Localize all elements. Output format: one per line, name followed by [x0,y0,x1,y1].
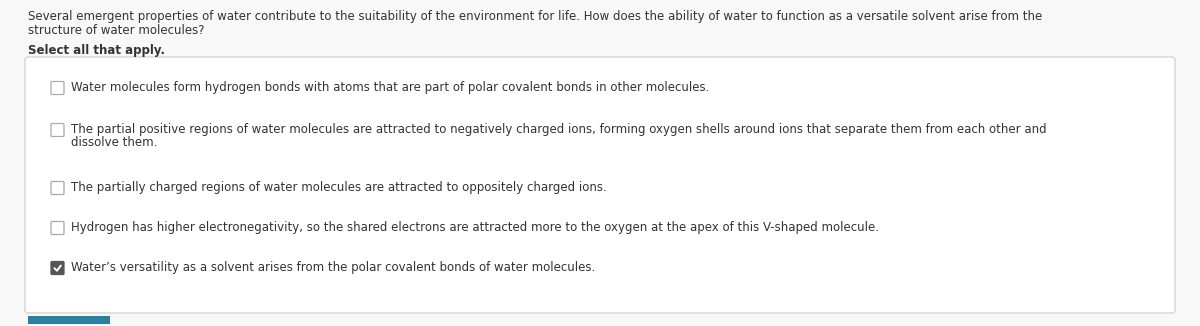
FancyBboxPatch shape [50,124,64,137]
Bar [28,316,109,324]
FancyBboxPatch shape [50,182,64,195]
Text: Select all that apply.: Select all that apply. [28,44,166,57]
Text: The partially charged regions of water molecules are attracted to oppositely cha: The partially charged regions of water m… [71,182,607,195]
Text: The partial positive regions of water molecules are attracted to negatively char: The partial positive regions of water mo… [71,123,1046,136]
Text: Several emergent properties of water contribute to the suitability of the enviro: Several emergent properties of water con… [28,10,1043,23]
Text: Hydrogen has higher electronegativity, so the shared electrons are attracted mor: Hydrogen has higher electronegativity, s… [71,221,878,234]
FancyBboxPatch shape [50,221,64,234]
Text: dissolve them.: dissolve them. [71,136,157,149]
Text: Water’s versatility as a solvent arises from the polar covalent bonds of water m: Water’s versatility as a solvent arises … [71,261,595,274]
FancyBboxPatch shape [50,82,64,95]
FancyBboxPatch shape [50,261,64,274]
Text: structure of water molecules?: structure of water molecules? [28,24,204,37]
FancyBboxPatch shape [25,57,1175,313]
Text: Water molecules form hydrogen bonds with atoms that are part of polar covalent b: Water molecules form hydrogen bonds with… [71,82,709,95]
